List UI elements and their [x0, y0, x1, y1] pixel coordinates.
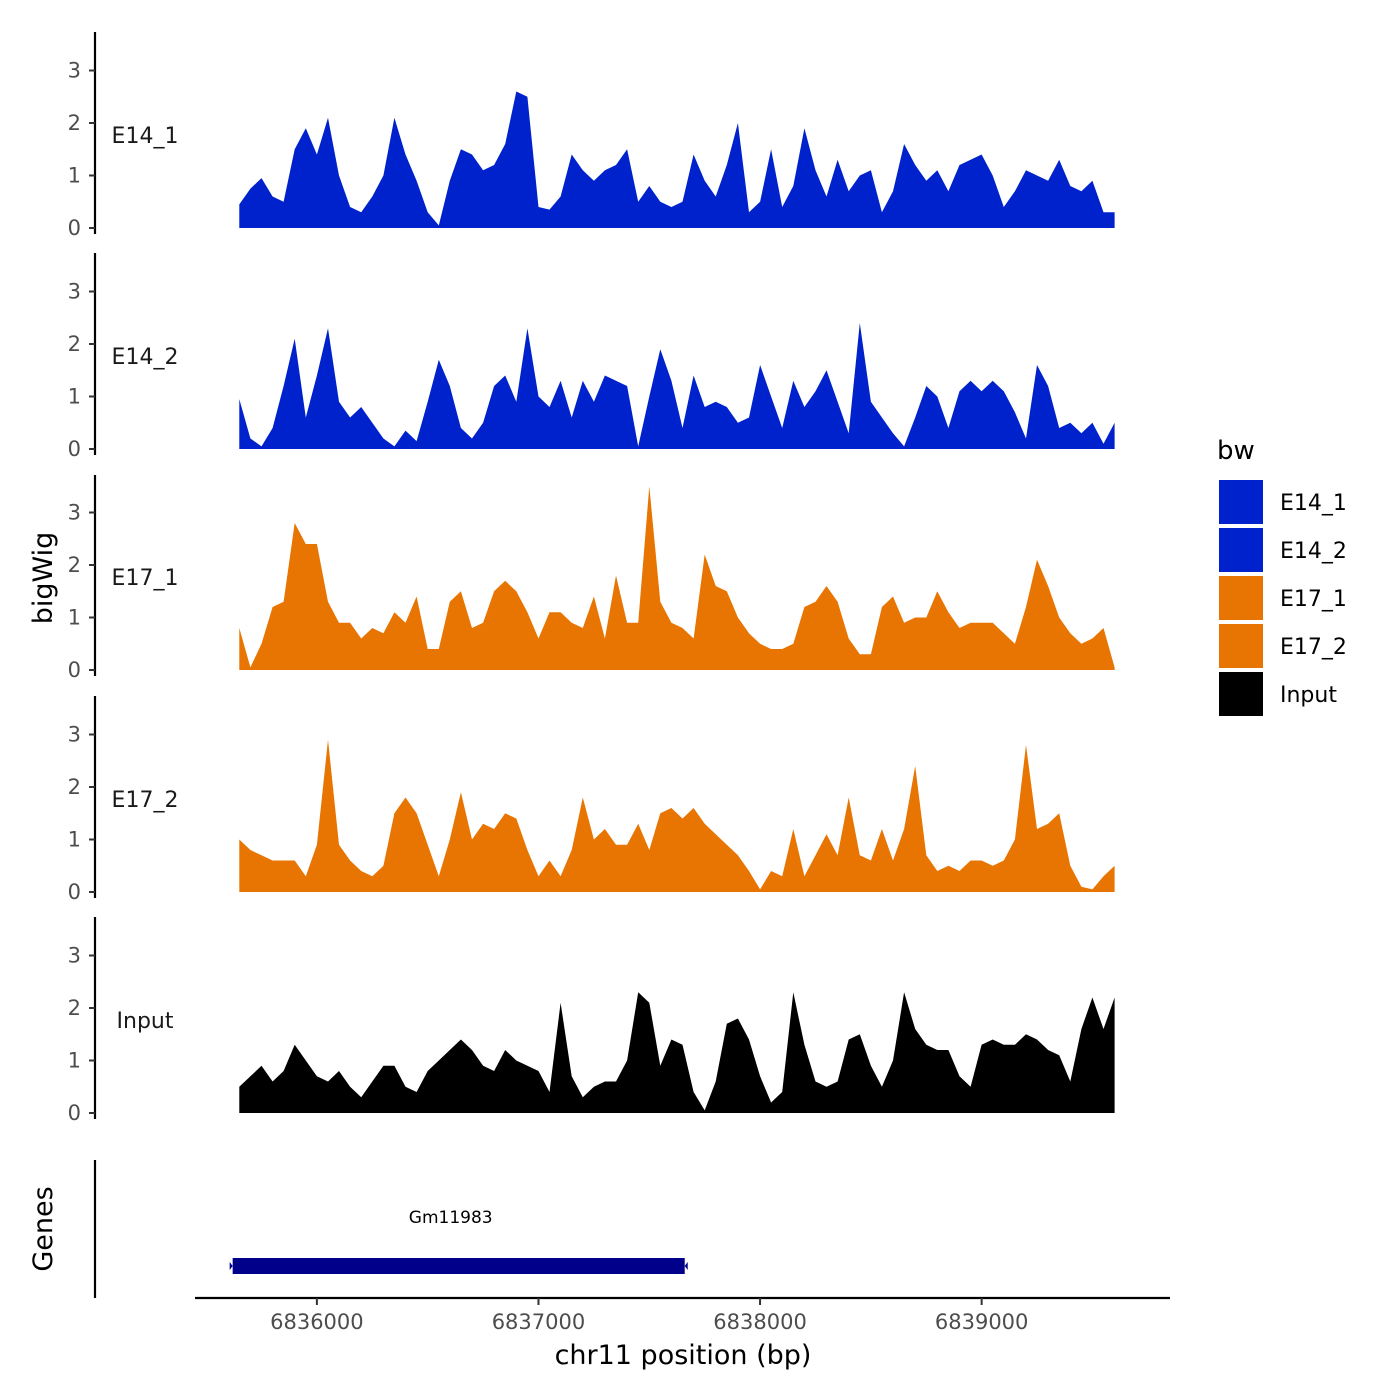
y-tick-label: 2: [68, 332, 81, 356]
y-tick-label: 3: [68, 944, 81, 968]
y-tick-label: 2: [68, 996, 81, 1020]
y-tick-label: 0: [68, 658, 81, 682]
y-tick-label: 1: [68, 1049, 81, 1073]
legend-label: E17_2: [1280, 635, 1347, 660]
signal-tracks: 0 1 2 3 E14_1 0 1 2 3 E14_2 0 1 2 3 E17_1 0 1 2 3 E17_2 0 1 2 3…: [68, 32, 1115, 1125]
x-tick-label: 6838000: [713, 1310, 807, 1334]
y-tick-label: 2: [68, 111, 81, 135]
track-label: E17_1: [112, 566, 179, 591]
y-tick-label: 0: [68, 216, 81, 240]
track-label: E14_1: [112, 124, 179, 149]
track-e14-2: 0 1 2 3 E14_2: [68, 253, 1115, 461]
legend-swatch: [1219, 672, 1263, 716]
y-tick-label: 1: [68, 828, 81, 852]
y-tick-label: 3: [68, 723, 81, 747]
legend-label: Input: [1280, 683, 1337, 708]
x-axis-title: chr11 position (bp): [555, 1340, 812, 1371]
signal-area-input: [239, 992, 1115, 1113]
x-axis: 6836000 6837000 6838000 6839000: [195, 1296, 1170, 1334]
track-label: E14_2: [112, 345, 179, 370]
gene-label: Gm11983: [409, 1208, 493, 1228]
track-e17-2: 0 1 2 3 E17_2: [68, 696, 1115, 904]
legend-swatch: [1219, 528, 1263, 572]
x-tick-label: 6836000: [270, 1310, 364, 1334]
legend-title: bw: [1217, 436, 1255, 466]
signal-area-e14_2: [239, 323, 1115, 449]
y-tick-label: 3: [68, 501, 81, 525]
legend-label: E17_1: [1280, 587, 1347, 612]
gene-body: [232, 1258, 685, 1274]
legend-swatch: [1219, 624, 1263, 668]
x-tick-label: 6837000: [492, 1310, 586, 1334]
legend: bw E14_1 E14_2 E17_1 E17_2 Input: [1217, 436, 1347, 716]
y-axis-title: bigWig: [28, 532, 59, 625]
y-tick-label: 0: [68, 880, 81, 904]
genes-title: Genes: [28, 1186, 59, 1271]
y-tick-label: 2: [68, 775, 81, 799]
signal-area-e17_1: [239, 486, 1115, 670]
track-e17-1: 0 1 2 3 E17_1: [68, 475, 1115, 682]
y-tick-label: 3: [68, 280, 81, 304]
gene-panel: Genes Gm11983: [28, 1160, 688, 1298]
signal-area-e17_2: [239, 739, 1115, 892]
legend-label: E14_1: [1280, 491, 1347, 516]
y-tick-label: 3: [68, 59, 81, 83]
legend-swatch: [1219, 480, 1263, 524]
y-tick-label: 1: [68, 164, 81, 188]
track-label: Input: [117, 1009, 174, 1034]
track-label: E17_2: [112, 788, 179, 813]
y-tick-label: 1: [68, 606, 81, 630]
legend-swatch: [1219, 576, 1263, 620]
y-tick-label: 0: [68, 437, 81, 461]
y-tick-label: 1: [68, 385, 81, 409]
signal-area-e14_1: [239, 91, 1115, 228]
legend-label: E14_2: [1280, 539, 1347, 564]
x-tick-label: 6839000: [935, 1310, 1029, 1334]
y-tick-label: 0: [68, 1101, 81, 1125]
y-tick-label: 2: [68, 553, 81, 577]
track-input: 0 1 2 3 Input: [68, 917, 1115, 1125]
track-e14-1: 0 1 2 3 E14_1: [68, 32, 1115, 240]
